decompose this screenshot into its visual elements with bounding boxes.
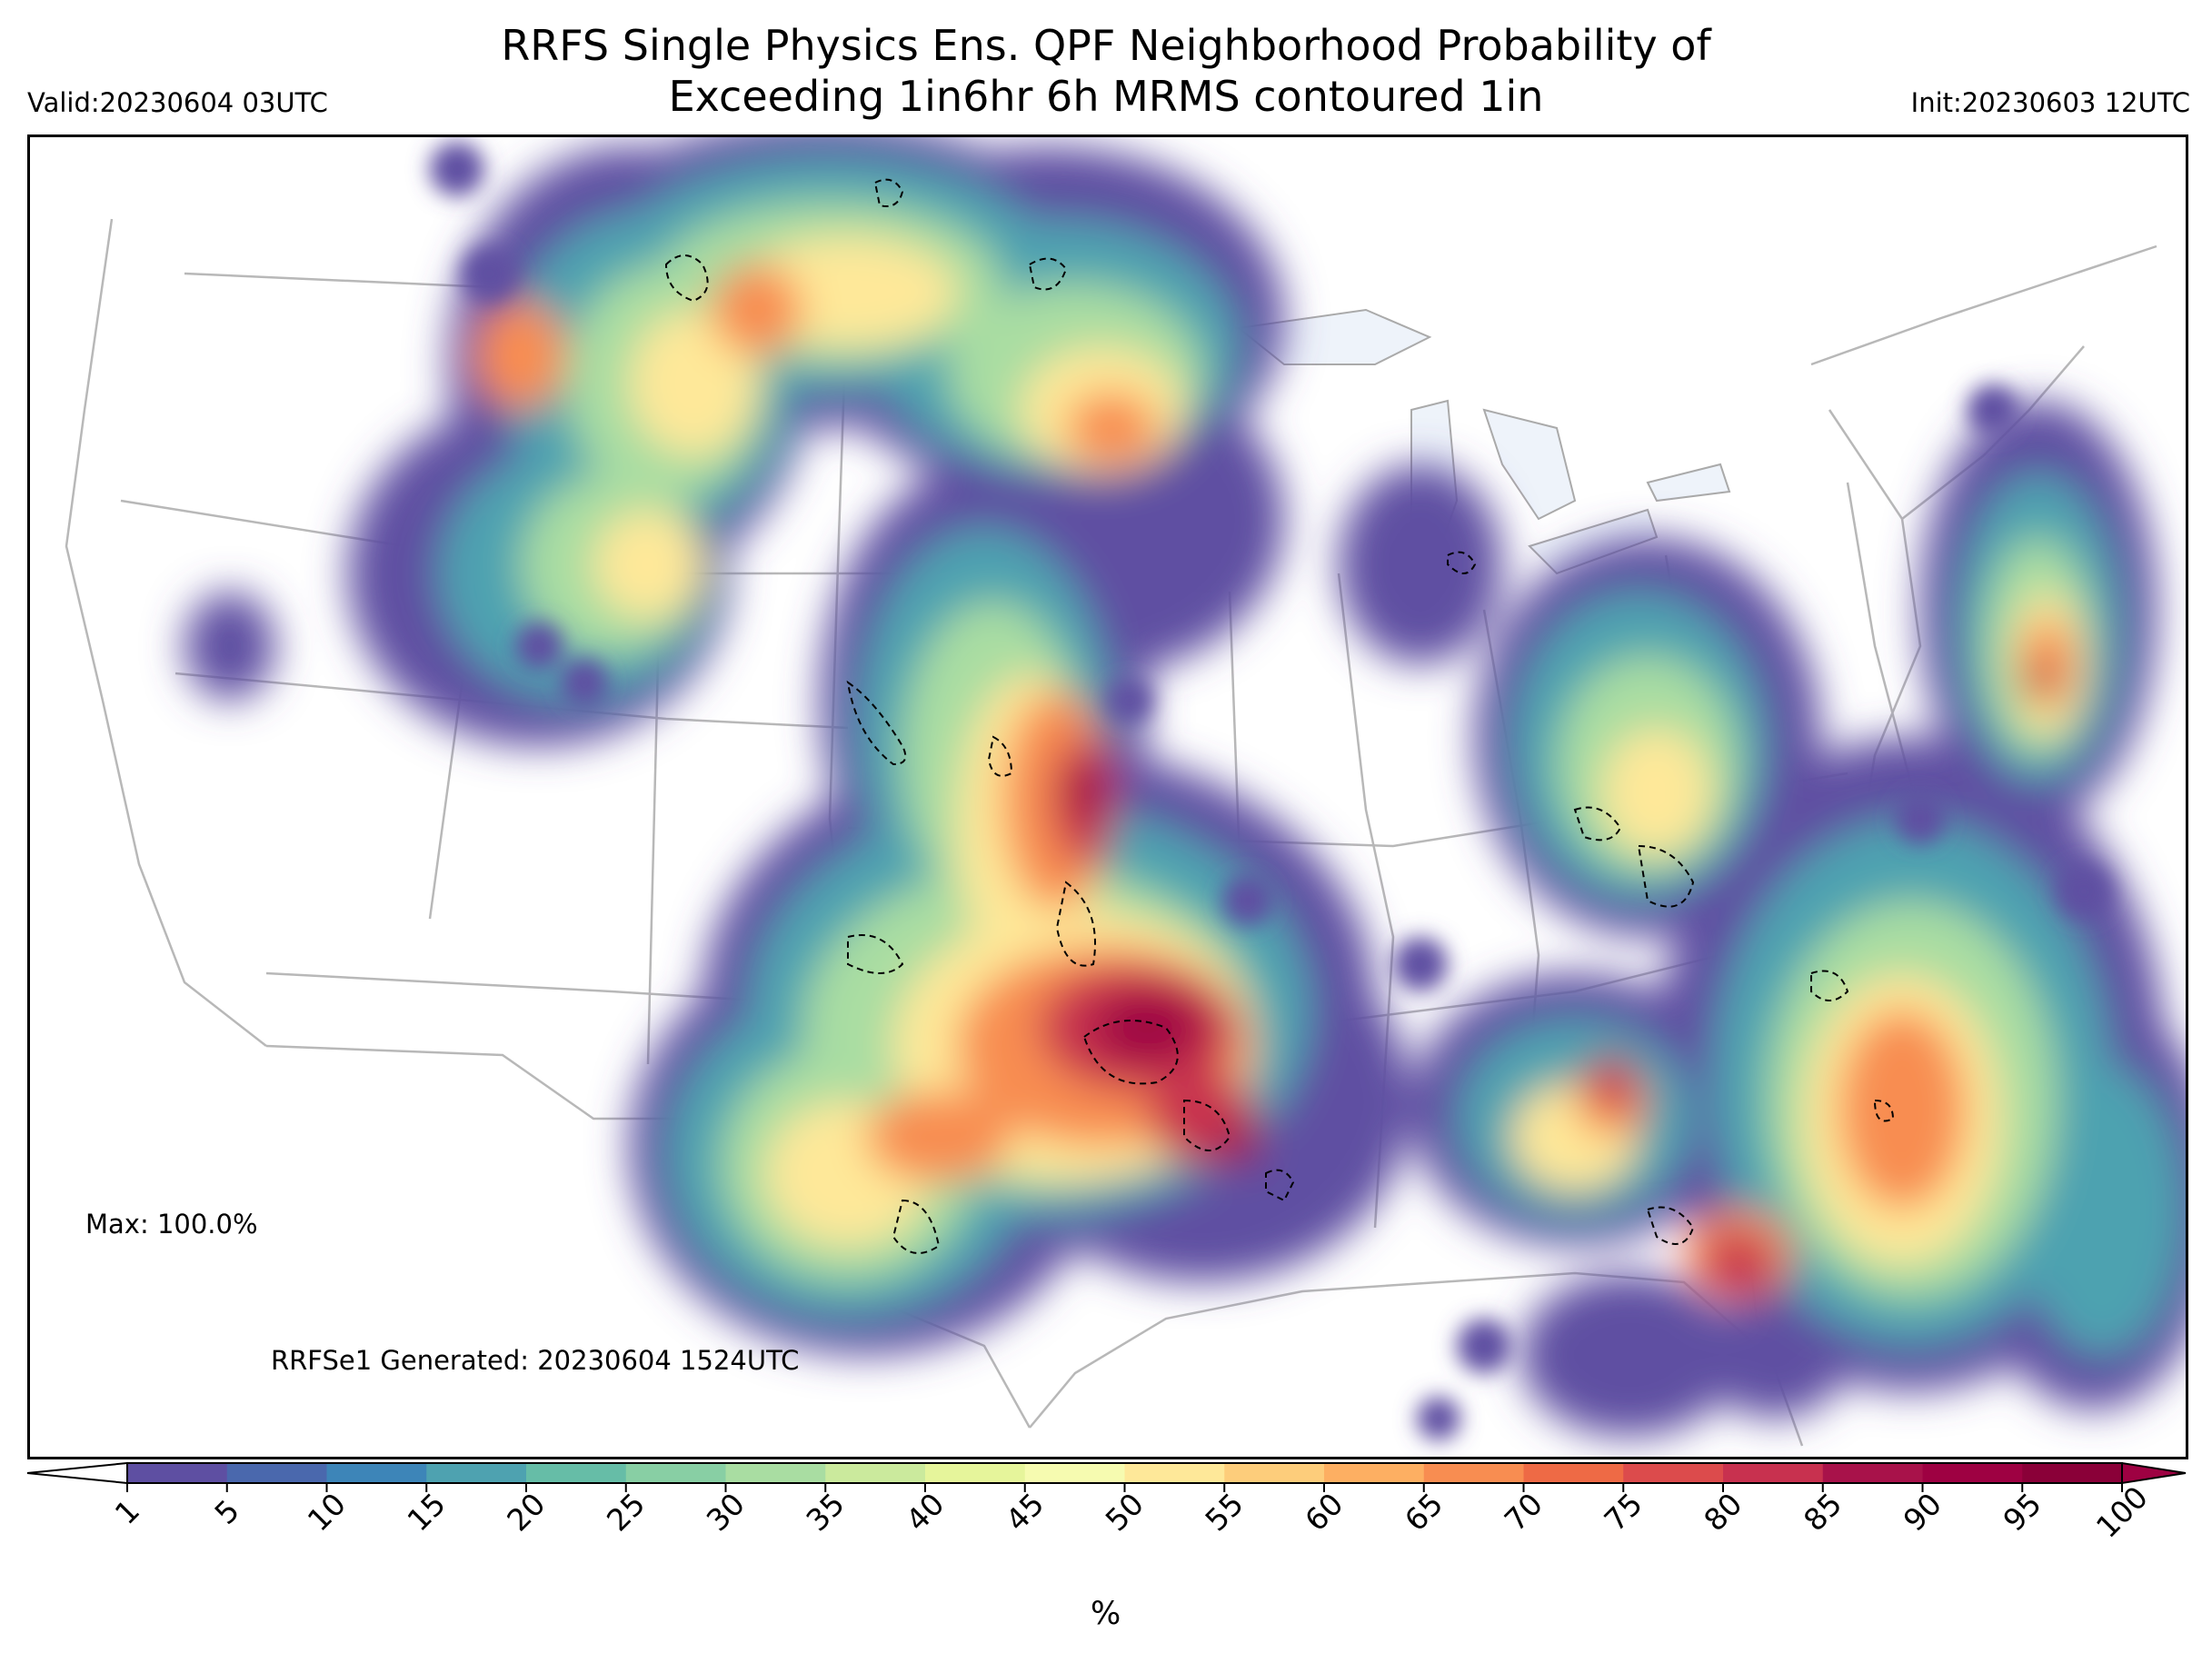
colorbar-segment [825,1463,926,1483]
colorbar-tick-label: 40 [899,1486,951,1538]
colorbar-tick-label: 35 [799,1486,851,1538]
colorbar-segment [226,1463,327,1483]
colorbar-tick-label: 45 [999,1486,1051,1538]
colorbar-segment [725,1463,826,1483]
colorbar-tick-label: 1 [108,1493,146,1531]
colorbar-tick-label: 90 [1897,1486,1948,1538]
max-value-note: Max: 100.0% [85,1209,258,1240]
colorbar-segment [1224,1463,1325,1483]
title-line-2: Exceeding 1in6hr 6h MRMS contoured 1in [668,72,1544,121]
colorbar-tick-label: 5 [207,1493,245,1531]
colorbar-tick-label: 95 [1996,1486,2048,1538]
colorbar-segment [2022,1463,2123,1483]
colorbar-unit-label: % [1091,1596,1121,1632]
colorbar-segment [1024,1463,1125,1483]
colorbar-segment [1922,1463,2023,1483]
colorbar-tick-label: 50 [1099,1486,1151,1538]
colorbar-segments [26,1461,2187,1485]
mrms-1in-contours [664,178,1895,1254]
colorbar-outline [126,1462,2123,1484]
chart-title: RRFS Single Physics Ens. QPF Neighborhoo… [0,20,2212,122]
colorbar-segment [1723,1463,1824,1483]
title-line-1: RRFS Single Physics Ens. QPF Neighborhoo… [501,21,1711,70]
colorbar-segment [1124,1463,1225,1483]
colorbar-tick-label: 10 [301,1486,353,1538]
colorbar-segment [1623,1463,1724,1483]
colorbar-segment [1324,1463,1425,1483]
colorbar-tick-label: 60 [1298,1486,1350,1538]
colorbar-tick-label: 80 [1697,1486,1749,1538]
colorbar-tick-label: 85 [1797,1486,1848,1538]
probability-field [184,137,2186,1437]
colorbar-segment [1523,1463,1624,1483]
colorbar-tick-label: 100 [2089,1479,2155,1545]
colorbar-segment [1423,1463,1524,1483]
map-panel [27,134,2188,1459]
colorbar-tick-label: 15 [400,1486,452,1538]
colorbar-segment [1822,1463,1923,1483]
colorbar-tick-label: 65 [1398,1486,1450,1538]
generated-note: RRFSe1 Generated: 20230604 1524UTC [271,1345,800,1376]
init-time-label: Init:20230603 12UTC [1910,87,2190,118]
probability-map [65,137,2186,1447]
colorbar-segment [625,1463,726,1483]
isolated-cells [430,142,2111,1440]
colorbar-extend-high [2121,1461,2187,1485]
colorbar-tick-label: 20 [500,1486,552,1538]
colorbar-ticks: 1 5 10 15 20 25 30 35 40 45 50 55 60 65 70 75 80 85 90 95 10… [108,1479,2155,1545]
colorbar-segment [326,1463,427,1483]
colorbar-tick-label: 75 [1597,1486,1649,1538]
valid-time-label: Valid:20230604 03UTC [27,87,328,118]
colorbar-tick-label: 70 [1498,1486,1549,1538]
colorbar-extend-low [26,1461,128,1485]
colorbar-segment [426,1463,527,1483]
colorbar-segment [526,1463,627,1483]
colorbar-tick-label: 55 [1198,1486,1250,1538]
colorbar-segment [127,1463,228,1483]
colorbar-tick-label: 25 [600,1486,652,1538]
colorbar-segment [925,1463,1026,1483]
colorbar-tick-label: 30 [700,1486,752,1538]
